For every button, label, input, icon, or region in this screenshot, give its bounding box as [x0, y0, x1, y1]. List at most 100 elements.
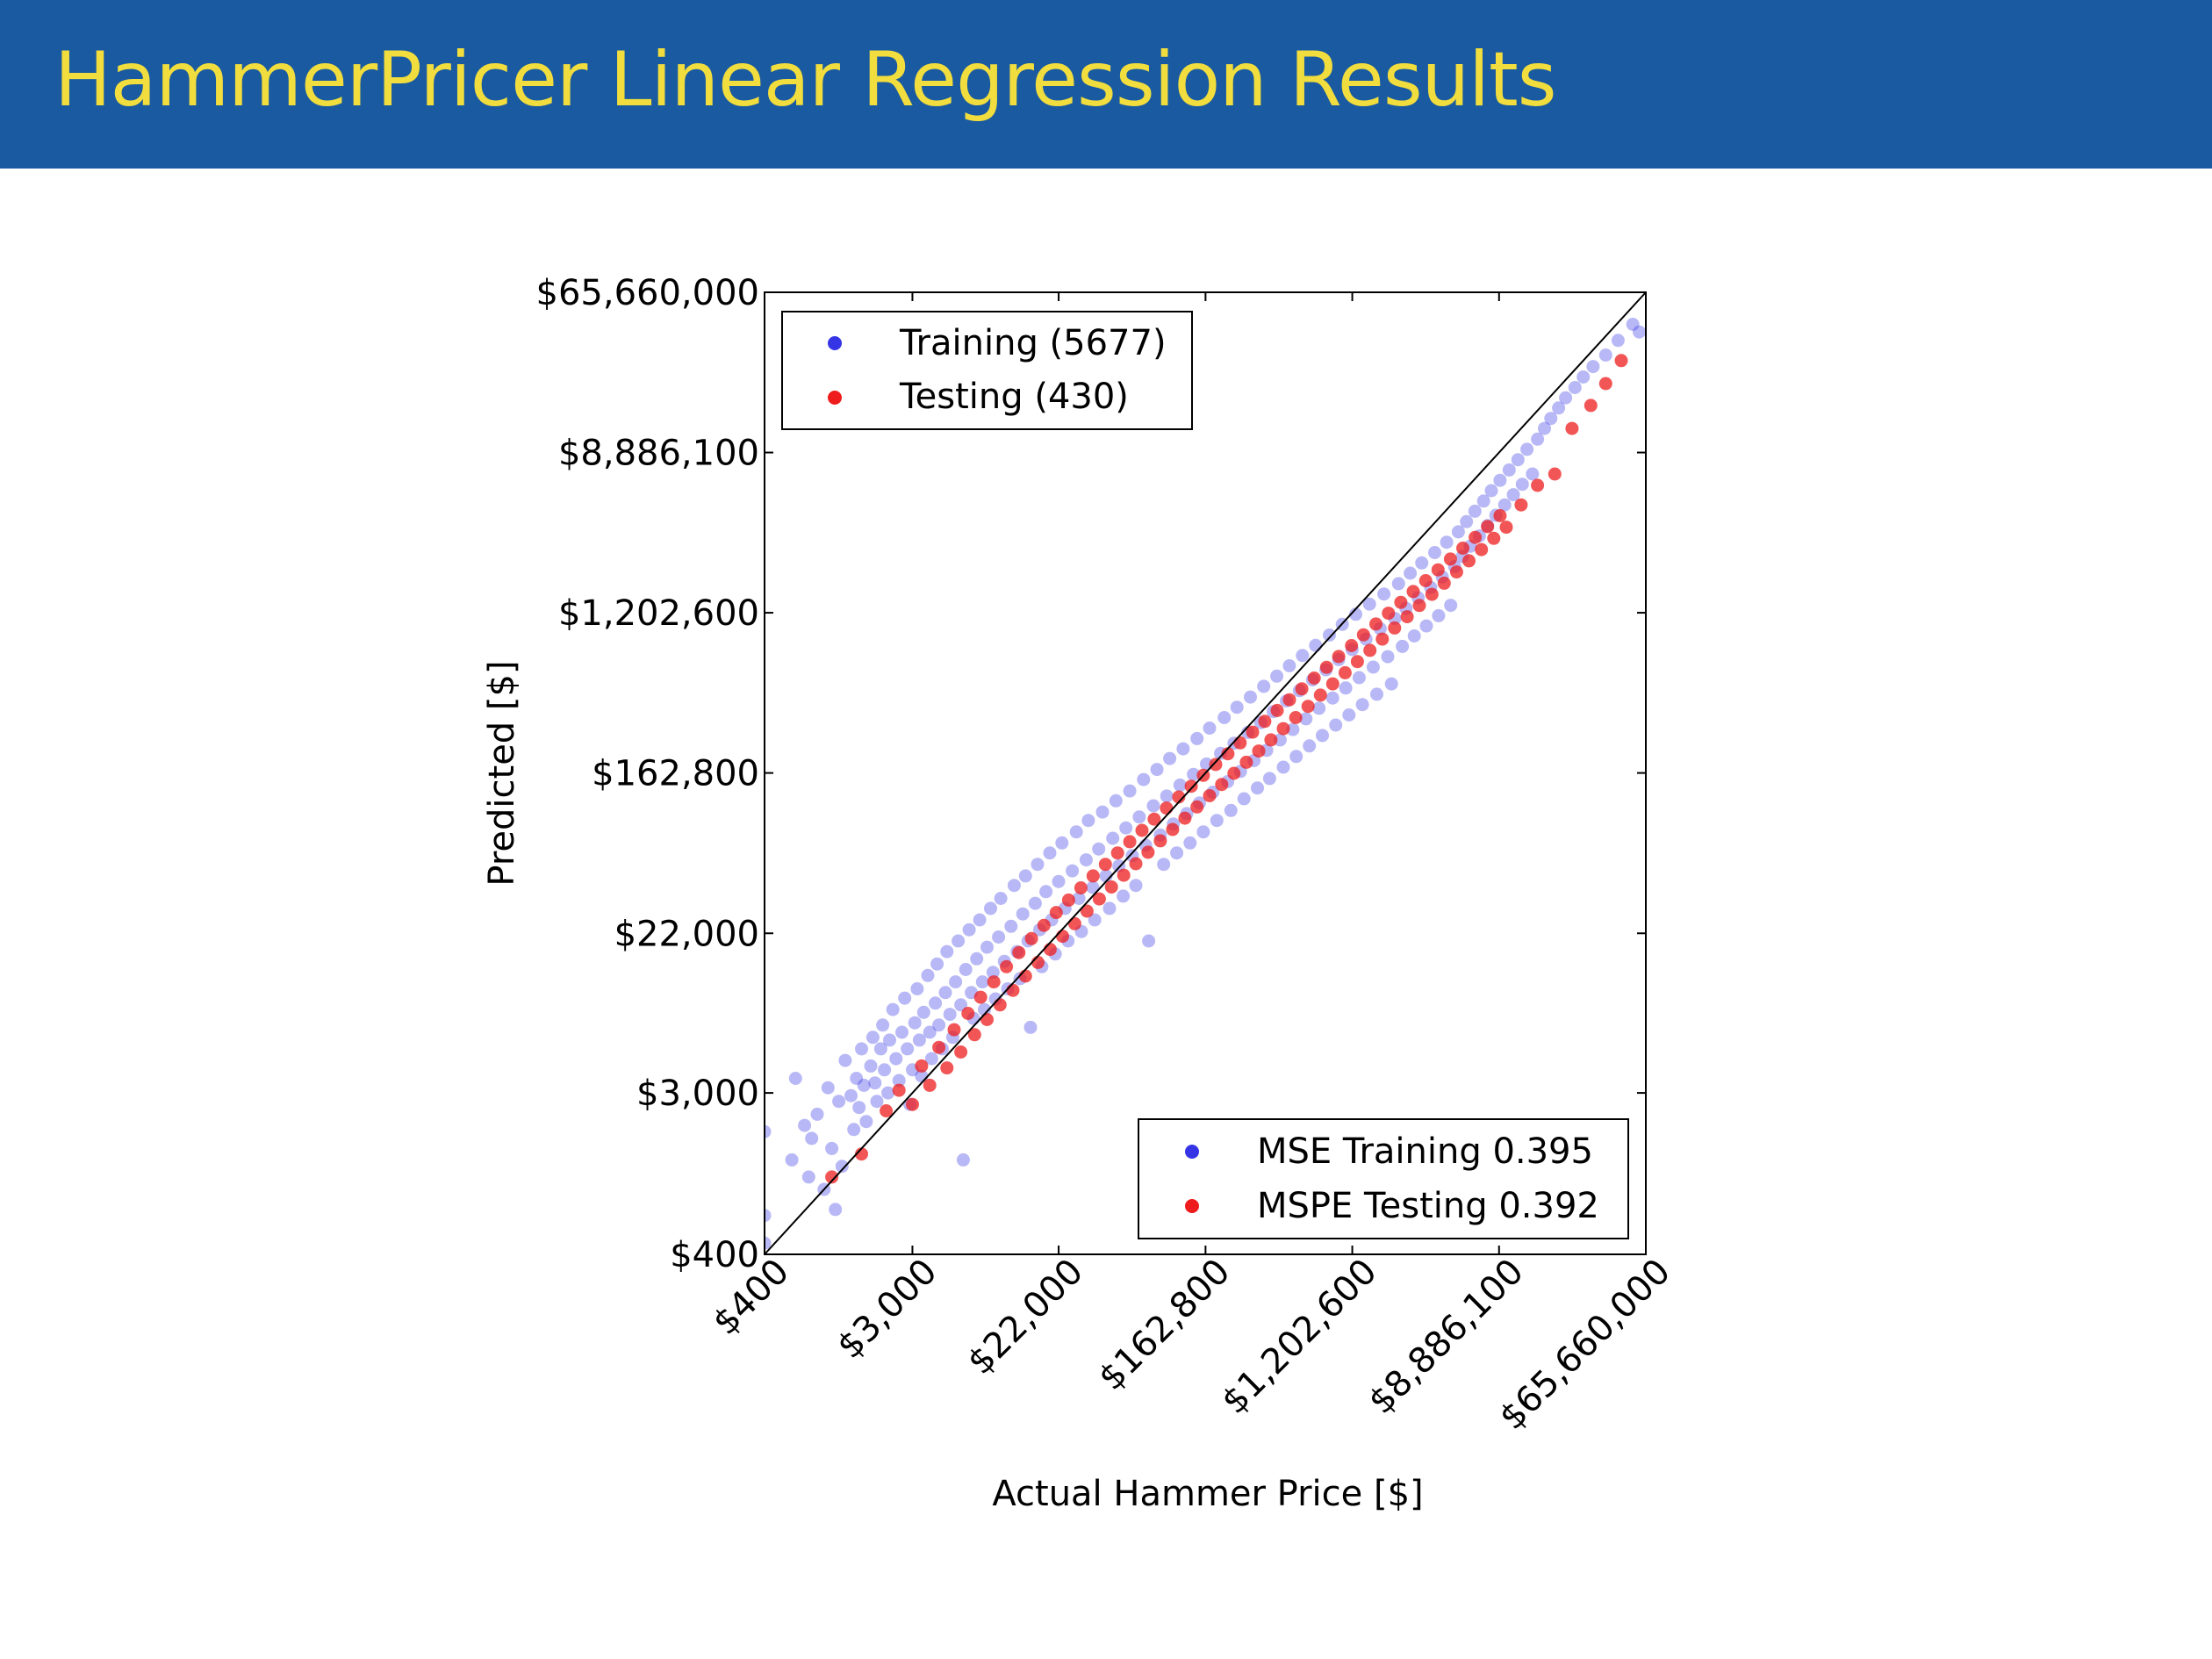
training-point [1349, 607, 1362, 621]
training-point [1079, 853, 1093, 867]
testing-point [1043, 943, 1057, 957]
x-tick-label: $1,202,600 [1214, 1252, 1384, 1422]
training-point [868, 1076, 882, 1090]
testing-point [1295, 682, 1309, 696]
testing-point [1412, 599, 1426, 613]
training-point [1440, 535, 1454, 549]
training-point [1176, 742, 1190, 756]
training-point [1366, 660, 1380, 674]
testing-point [1514, 498, 1528, 512]
testing-point [1319, 660, 1333, 674]
legend-marker-mse [1185, 1145, 1199, 1159]
training-point [1526, 467, 1540, 481]
testing-point [1469, 530, 1483, 544]
training-point [1092, 842, 1106, 856]
testing-point [1074, 881, 1088, 894]
testing-point [1345, 639, 1359, 652]
y-axis-label: Predicted [$] [482, 660, 522, 886]
testing-point [1264, 733, 1278, 747]
testing-point [1338, 665, 1352, 679]
training-point [952, 934, 966, 948]
training-point [1511, 453, 1525, 467]
testing-point [1481, 520, 1495, 534]
testing-point [1400, 610, 1414, 624]
training-point [798, 1118, 812, 1132]
training-point [1309, 638, 1323, 652]
testing-point [1332, 650, 1346, 664]
ticks-layer: $400$400$3,000$3,000$22,000$22,000$162,8… [536, 273, 1679, 1438]
training-point [1303, 739, 1317, 753]
training-point [883, 1033, 896, 1047]
training-point [801, 1170, 815, 1184]
training-point [765, 1209, 772, 1223]
training-point [805, 1131, 819, 1146]
slide-title: HammerPricer Linear Regression Results [54, 36, 1557, 124]
training-point [901, 1042, 915, 1056]
training-point [1626, 318, 1640, 331]
training-point [1004, 919, 1018, 933]
y-tick-label: $3,000 [636, 1074, 759, 1114]
training-point [1031, 858, 1045, 872]
training-point [924, 1052, 938, 1066]
series-legend: Training (5677) Testing (430) [781, 311, 1193, 430]
training-point [788, 1072, 802, 1085]
training-point [832, 1095, 846, 1109]
testing-point [1270, 703, 1284, 717]
training-point [1312, 701, 1326, 715]
training-point [1028, 896, 1042, 910]
training-point [1099, 869, 1113, 883]
testing-point [1456, 542, 1469, 555]
testing-point [1092, 892, 1106, 906]
training-point [1633, 325, 1646, 339]
testing-point [1307, 672, 1321, 685]
testing-point [1098, 858, 1112, 872]
training-point [1520, 442, 1534, 456]
training-point [895, 1025, 908, 1039]
training-point [1052, 874, 1066, 888]
training-point [975, 975, 989, 989]
training-point [1451, 525, 1465, 539]
testing-point [1123, 835, 1137, 849]
training-point [1173, 778, 1187, 792]
training-point [1396, 639, 1410, 653]
testing-point [1462, 554, 1476, 568]
training-point [984, 901, 997, 916]
training-point [1170, 846, 1184, 860]
training-point [923, 1025, 937, 1039]
testing-point [1056, 930, 1069, 944]
testing-point [1049, 906, 1063, 920]
testing-point [1252, 744, 1266, 758]
training-point [956, 1153, 970, 1167]
training-point [1276, 760, 1290, 774]
training-point [1339, 681, 1353, 695]
testing-point [1431, 563, 1445, 577]
testing-point [1425, 587, 1439, 601]
y-tick-label: $1,202,600 [558, 593, 759, 634]
testing-point [1160, 801, 1174, 815]
testing-point [1418, 574, 1433, 587]
testing-point [915, 1059, 929, 1073]
training-point [1262, 772, 1276, 786]
training-point [847, 1123, 861, 1137]
training-point [1515, 478, 1529, 492]
legend-label-mspe: MSPE Testing 0.392 [1257, 1186, 1599, 1226]
training-point [1142, 934, 1156, 948]
training-point [1323, 628, 1336, 642]
testing-point [1363, 643, 1377, 657]
training-point [857, 1078, 871, 1092]
training-point [1123, 784, 1137, 798]
testing-point [1215, 778, 1229, 792]
slide-header: HammerPricer Linear Regression Results [0, 0, 2212, 169]
training-point [876, 1018, 890, 1032]
testing-point [973, 990, 988, 1004]
training-point [1210, 814, 1224, 828]
training-point [1355, 698, 1369, 712]
testing-point [1006, 983, 1020, 997]
testing-point [1356, 628, 1370, 642]
training-point [785, 1153, 799, 1167]
testing-point [1012, 945, 1026, 959]
testing-point [1531, 478, 1545, 492]
training-point [1251, 781, 1264, 795]
testing-point [1565, 421, 1579, 435]
testing-point [1388, 621, 1402, 635]
